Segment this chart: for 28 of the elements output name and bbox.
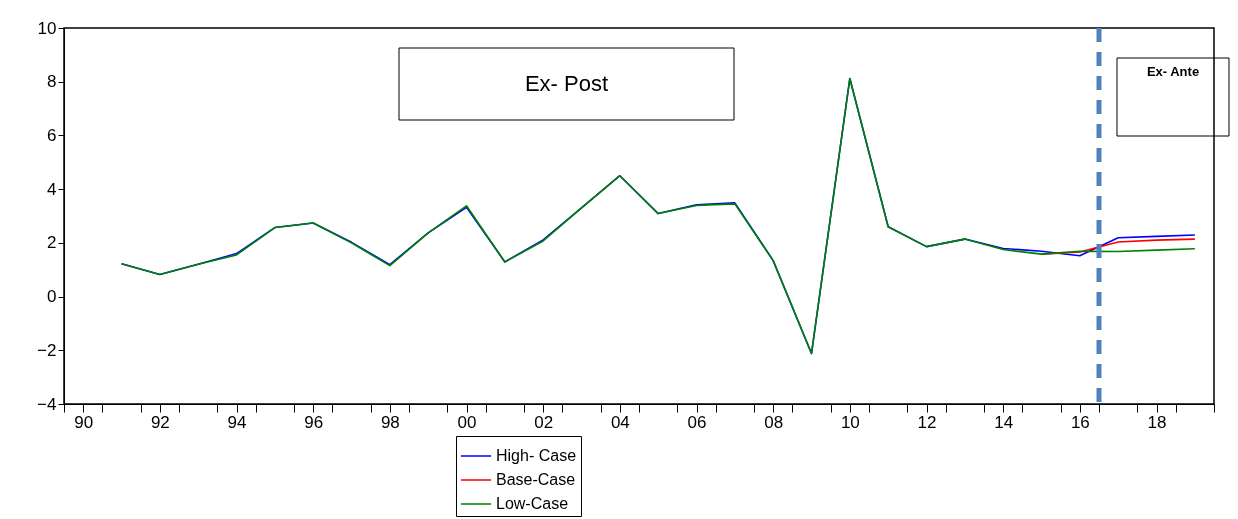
x-tick-label: 00 [457, 412, 477, 432]
x-tick-label: 06 [687, 412, 707, 432]
y-tick-label: 10 [37, 18, 57, 38]
y-tick-label: 0 [47, 287, 57, 307]
x-tick-label: 98 [380, 412, 400, 432]
x-tick-label: 92 [150, 412, 170, 432]
legend-label: Low-Case [496, 495, 569, 512]
x-tick-label: 14 [994, 412, 1014, 432]
x-tick-label: 02 [534, 412, 554, 432]
x-tick-label: 16 [1070, 412, 1090, 432]
y-tick-label: 8 [47, 72, 57, 92]
x-tick-label: 90 [74, 412, 94, 432]
x-tick-label: 96 [304, 412, 324, 432]
x-tick-label: 04 [610, 412, 630, 432]
legend-label: High- Case [496, 447, 577, 464]
y-tick-label: 2 [47, 233, 57, 253]
x-tick-label: 10 [840, 412, 860, 432]
y-tick-label: −4 [37, 394, 57, 414]
y-tick-label: −2 [37, 340, 57, 360]
legend-label: Base-Case [496, 471, 576, 488]
y-tick-label: 4 [47, 179, 57, 199]
x-tick-label: 12 [917, 412, 937, 432]
x-tick-label: 08 [764, 412, 784, 432]
y-tick-label: 6 [47, 125, 57, 145]
annotation: Ex- Post [524, 71, 609, 96]
annotation: Ex- Ante [1146, 64, 1200, 79]
x-tick-label: 18 [1147, 412, 1167, 432]
x-tick-label: 94 [227, 412, 247, 432]
